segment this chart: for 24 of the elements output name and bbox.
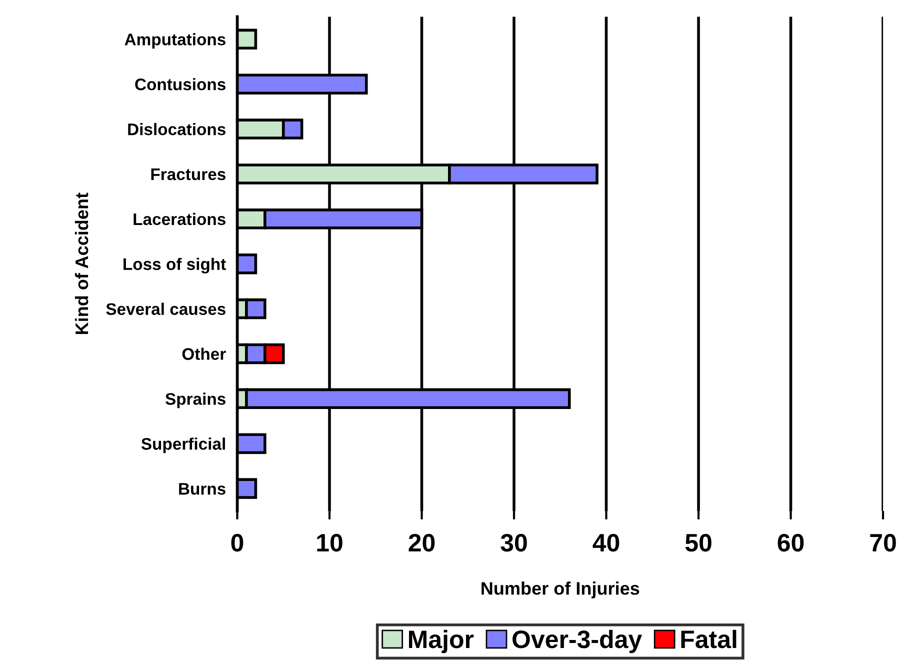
y-tick-label: Dislocations <box>128 123 226 136</box>
x-axis-title: Number of Injuries <box>482 582 640 598</box>
x-tick-label: 50 <box>685 534 712 552</box>
y-tick-label: Other <box>182 348 226 360</box>
x-tick-label: 30 <box>500 534 527 552</box>
y-tick-label: Lacerations <box>134 212 226 226</box>
y-tick-label: Loss of sight <box>124 258 226 274</box>
y-axis-title: Kind of Accident <box>74 192 88 334</box>
y-tick-label: Burns <box>179 483 226 495</box>
x-tick-label: 20 <box>408 534 435 552</box>
y-tick-label: Fractures <box>151 168 226 180</box>
x-tick-label: 70 <box>870 534 896 552</box>
x-tick-label: 60 <box>778 534 804 552</box>
legend-label: Fatal <box>681 630 736 648</box>
x-tick-label: 0 <box>231 534 244 552</box>
y-tick-label: Amputations <box>124 33 226 49</box>
y-tick-label: Superficial <box>141 438 225 454</box>
y-tick-label: Several causes <box>106 302 226 315</box>
legend-label: Major <box>408 630 474 654</box>
y-tick-label: Sprains <box>165 392 226 408</box>
legend-label: Over-3-day <box>512 630 642 654</box>
x-tick-label: 40 <box>592 534 620 552</box>
x-tick-label: 10 <box>317 534 342 552</box>
y-tick-label: Contusions <box>135 78 226 90</box>
